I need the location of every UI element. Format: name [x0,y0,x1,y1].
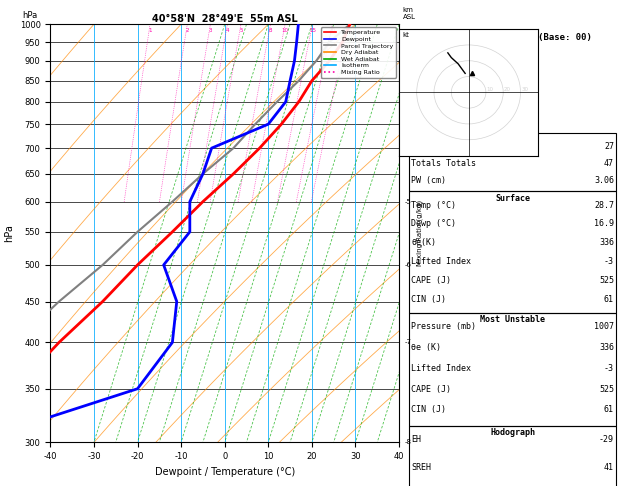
Text: 336: 336 [599,238,614,247]
Text: 525: 525 [599,384,614,394]
Text: Hodograph: Hodograph [490,428,535,436]
Text: CAPE (J): CAPE (J) [411,276,451,285]
Bar [409,191,616,312]
Text: 61: 61 [604,295,614,304]
Text: θe(K): θe(K) [411,238,437,247]
Text: CIN (J): CIN (J) [411,295,447,304]
Text: 3: 3 [209,29,212,34]
Title: 40°58'N  28°49'E  55m ASL: 40°58'N 28°49'E 55m ASL [152,14,298,23]
Text: Lifted Index: Lifted Index [411,257,471,266]
Text: 61: 61 [604,405,614,415]
X-axis label: Dewpoint / Temperature (°C): Dewpoint / Temperature (°C) [155,467,295,477]
Text: Lifted Index: Lifted Index [411,364,471,373]
Text: PW (cm): PW (cm) [411,175,447,185]
Text: Surface: Surface [495,193,530,203]
Text: 27: 27 [604,142,614,151]
Text: 1007: 1007 [594,322,614,331]
Text: 4: 4 [226,29,229,34]
Text: hPa: hPa [23,11,38,20]
Text: 15: 15 [309,29,316,34]
Text: 2: 2 [186,29,189,34]
Text: -3: -3 [604,364,614,373]
Text: LCL: LCL [401,80,414,86]
Text: kt: kt [403,32,409,38]
Text: CIN (J): CIN (J) [411,405,447,415]
Text: -4: -4 [404,145,411,151]
Text: -29: -29 [599,435,614,444]
Text: 12.06.2024  12GMT  (Base: 00): 12.06.2024 12GMT (Base: 00) [436,33,592,42]
Text: 20: 20 [329,29,336,34]
Text: 47: 47 [604,159,614,168]
Text: Pressure (mb): Pressure (mb) [411,322,476,331]
Text: km
ASL: km ASL [403,7,416,20]
Text: 28.7: 28.7 [594,201,614,209]
Text: -1: -1 [404,58,411,64]
Text: Mixing Ratio (g/kg): Mixing Ratio (g/kg) [416,200,423,266]
Text: 41: 41 [604,463,614,472]
Bar [409,312,616,426]
Bar [409,426,616,486]
Text: 10: 10 [282,29,289,34]
Text: -3: -3 [604,257,614,266]
Text: 20: 20 [504,87,511,92]
Text: Totals Totals: Totals Totals [411,159,476,168]
Text: 336: 336 [599,343,614,352]
Text: -6: -6 [404,262,411,268]
Y-axis label: hPa: hPa [4,225,14,242]
Text: 10: 10 [487,87,494,92]
Text: -3: -3 [404,99,411,105]
Text: -2: -2 [404,78,411,84]
Text: -5: -5 [404,199,411,205]
Text: K: K [411,142,416,151]
Text: θe (K): θe (K) [411,343,442,352]
Text: 1: 1 [148,29,152,34]
Text: EH: EH [411,435,421,444]
Text: 3.06: 3.06 [594,175,614,185]
Text: Temp (°C): Temp (°C) [411,201,456,209]
Legend: Temperature, Dewpoint, Parcel Trajectory, Dry Adiabat, Wet Adiabat, Isotherm, Mi: Temperature, Dewpoint, Parcel Trajectory… [321,27,396,78]
Text: -8: -8 [404,439,411,445]
Text: Most Unstable: Most Unstable [480,315,545,324]
Text: 5: 5 [239,29,243,34]
Text: 525: 525 [599,276,614,285]
Text: 25: 25 [345,29,352,34]
Text: 30: 30 [521,87,528,92]
Bar [409,133,616,191]
Text: 8: 8 [269,29,272,34]
Text: CAPE (J): CAPE (J) [411,384,451,394]
Text: Dewp (°C): Dewp (°C) [411,220,456,228]
Text: SREH: SREH [411,463,431,472]
Text: -7: -7 [404,339,411,346]
Text: 16.9: 16.9 [594,220,614,228]
